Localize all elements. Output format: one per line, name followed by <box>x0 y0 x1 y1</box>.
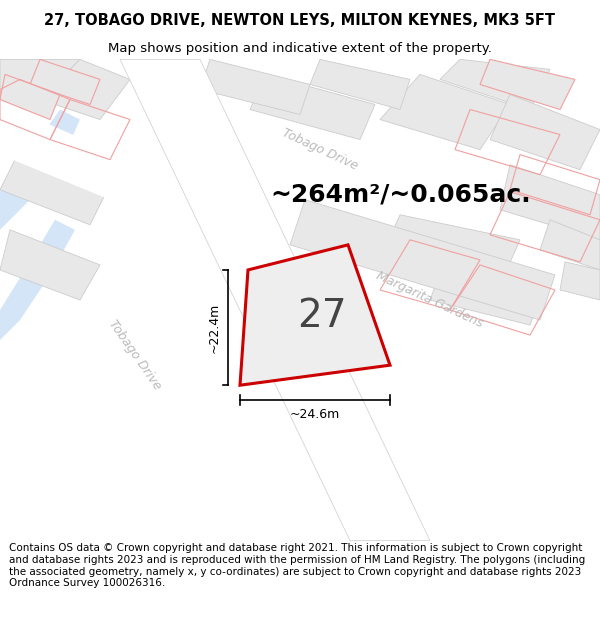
Text: Tobago Drive: Tobago Drive <box>106 318 164 392</box>
Text: ~24.6m: ~24.6m <box>290 408 340 421</box>
Polygon shape <box>0 74 60 119</box>
Polygon shape <box>430 260 545 325</box>
Polygon shape <box>0 220 75 340</box>
Polygon shape <box>120 59 430 541</box>
Polygon shape <box>240 245 390 385</box>
Polygon shape <box>540 220 600 270</box>
Polygon shape <box>0 109 80 230</box>
Polygon shape <box>40 59 130 119</box>
Polygon shape <box>380 74 510 149</box>
Polygon shape <box>200 59 310 114</box>
Polygon shape <box>500 164 600 240</box>
Polygon shape <box>250 74 375 139</box>
Polygon shape <box>310 59 410 109</box>
Polygon shape <box>30 59 100 104</box>
Text: Map shows position and indicative extent of the property.: Map shows position and indicative extent… <box>108 41 492 54</box>
Polygon shape <box>0 59 80 99</box>
Polygon shape <box>490 94 600 169</box>
Text: 27, TOBAGO DRIVE, NEWTON LEYS, MILTON KEYNES, MK3 5FT: 27, TOBAGO DRIVE, NEWTON LEYS, MILTON KE… <box>44 13 556 28</box>
Polygon shape <box>0 149 110 225</box>
Polygon shape <box>380 215 520 285</box>
Text: Tobago Drive: Tobago Drive <box>280 126 360 173</box>
Polygon shape <box>480 59 575 109</box>
Polygon shape <box>440 59 550 109</box>
Polygon shape <box>0 109 130 200</box>
Text: ~22.4m: ~22.4m <box>208 302 221 352</box>
Text: ~264m²/~0.065ac.: ~264m²/~0.065ac. <box>270 182 530 207</box>
Polygon shape <box>290 200 555 320</box>
Polygon shape <box>0 230 100 300</box>
Text: Contains OS data © Crown copyright and database right 2021. This information is : Contains OS data © Crown copyright and d… <box>9 544 585 588</box>
Text: Margarita Gardens: Margarita Gardens <box>374 269 485 331</box>
Polygon shape <box>560 262 600 300</box>
Text: 27: 27 <box>296 298 346 335</box>
